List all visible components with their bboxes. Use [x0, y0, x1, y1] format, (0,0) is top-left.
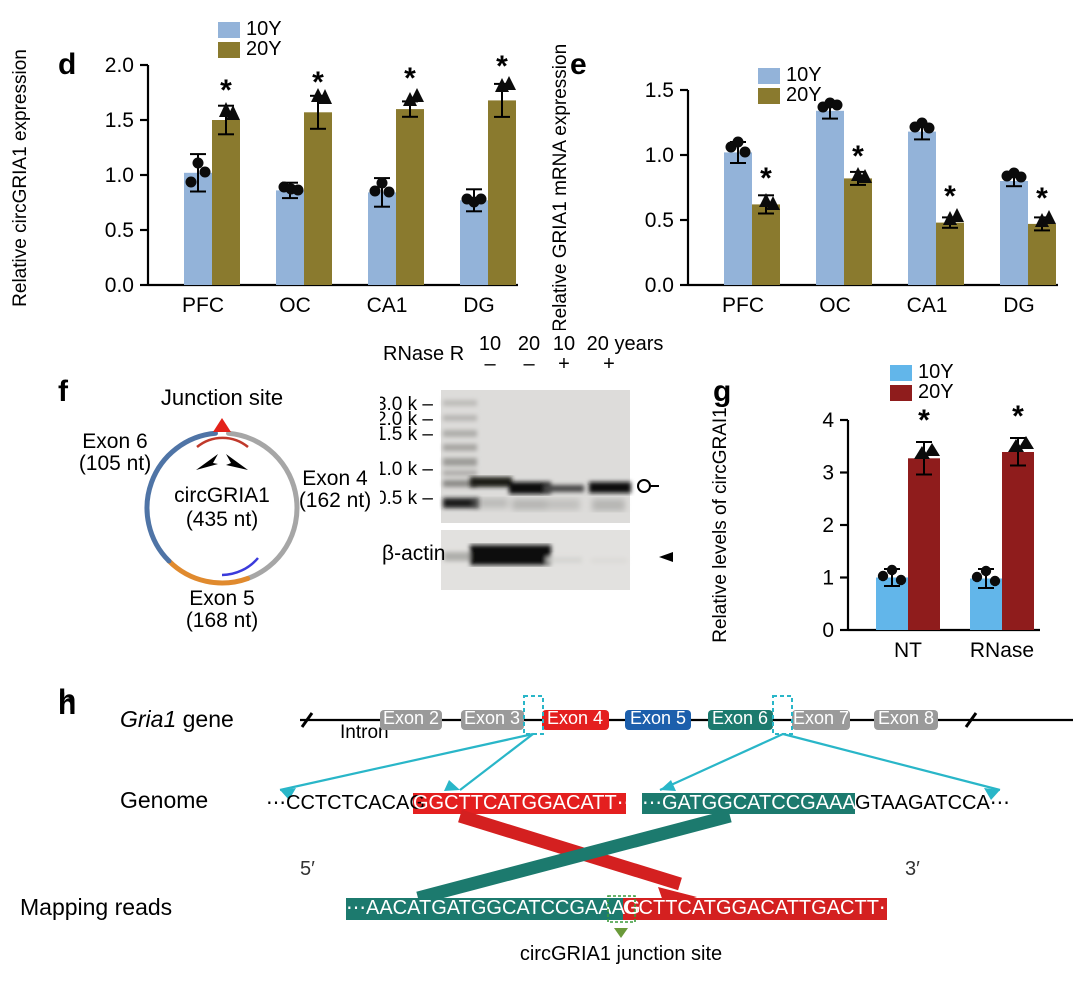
svg-text:(162 nt): (162 nt) — [299, 489, 371, 512]
svg-text:2.0: 2.0 — [105, 54, 134, 77]
svg-text:Exon 7: Exon 7 — [793, 708, 849, 728]
svg-text:–: – — [484, 353, 496, 375]
svg-text:3′: 3′ — [905, 858, 920, 880]
svg-text:10: 10 — [553, 333, 575, 355]
svg-text:Gria1 gene: Gria1 gene — [120, 706, 234, 732]
svg-text:0.5: 0.5 — [645, 209, 674, 232]
svg-text:4: 4 — [822, 409, 834, 432]
svg-text:DG: DG — [463, 294, 495, 317]
svg-text:(105 nt): (105 nt) — [79, 452, 151, 475]
svg-text:10Y: 10Y — [918, 361, 954, 383]
svg-text:1: 1 — [822, 567, 834, 590]
svg-text:10Y: 10Y — [786, 64, 822, 86]
svg-text:Exon 6: Exon 6 — [712, 708, 768, 728]
svg-text:Mapping reads: Mapping reads — [20, 894, 172, 920]
svg-text:⋯CCTCTCACAG: ⋯CCTCTCACAG — [266, 792, 425, 814]
svg-text:1.5: 1.5 — [105, 109, 134, 132]
svg-text:(435 nt): (435 nt) — [186, 508, 258, 531]
svg-text:*: * — [944, 180, 956, 213]
svg-text:Exon 3: Exon 3 — [464, 708, 520, 728]
svg-text:Exon 5: Exon 5 — [189, 587, 254, 610]
svg-text:0.5 k –: 0.5 k – — [380, 488, 433, 509]
svg-text:5′: 5′ — [300, 858, 315, 880]
svg-text:CA1: CA1 — [907, 294, 948, 317]
svg-text:PFC: PFC — [182, 294, 224, 317]
svg-text:RNase R: RNase R — [383, 343, 464, 365]
svg-text:Exon 4: Exon 4 — [302, 467, 368, 490]
svg-text:+: + — [558, 353, 570, 375]
svg-text:Relative GRIA1 mRNA expression: Relative GRIA1 mRNA expression — [550, 44, 571, 330]
svg-text:1.5 k –: 1.5 k – — [380, 424, 433, 445]
svg-text:⋯AACATGATGGCATCCGAAAG: ⋯AACATGATGGCATCCGAAAG — [346, 897, 640, 919]
svg-text:1.5: 1.5 — [645, 79, 674, 102]
svg-text:Genome: Genome — [120, 787, 208, 813]
svg-text:20: 20 — [518, 333, 540, 355]
svg-text:+: + — [603, 353, 615, 375]
svg-text:Exon 4: Exon 4 — [547, 708, 603, 728]
svg-text:GGCTTCATGGACATT⋯: GGCTTCATGGACATT⋯ — [413, 792, 637, 814]
svg-text:*: * — [852, 140, 864, 173]
svg-text:PFC: PFC — [722, 294, 764, 317]
svg-text:Junction site: Junction site — [161, 385, 283, 410]
svg-text:NT: NT — [894, 639, 922, 662]
svg-text:*: * — [1036, 182, 1048, 215]
svg-text:β-actin: β-actin — [382, 542, 445, 565]
svg-text:*: * — [496, 50, 508, 83]
svg-text:0.0: 0.0 — [105, 274, 134, 297]
svg-text:*: * — [760, 162, 772, 195]
svg-text:Relative circGRIA1 expression: Relative circGRIA1 expression — [10, 49, 31, 307]
svg-text:–: – — [523, 353, 535, 375]
svg-text:Relative levels of circGRAI1: Relative levels of circGRAI1 — [710, 407, 731, 642]
svg-text:20 years: 20 years — [587, 333, 664, 355]
svg-text:Exon 5: Exon 5 — [630, 708, 686, 728]
svg-text:20Y: 20Y — [246, 38, 282, 60]
svg-text:*: * — [1012, 400, 1024, 433]
svg-text:RNase: RNase — [970, 639, 1034, 662]
svg-text:Exon 6: Exon 6 — [82, 430, 147, 453]
svg-text:GCTTCATGGACATTGACTT⋯: GCTTCATGGACATTGACTT⋯ — [623, 897, 899, 919]
svg-text:10: 10 — [479, 333, 501, 355]
svg-text:CA1: CA1 — [367, 294, 408, 317]
svg-text:*: * — [918, 404, 930, 437]
svg-text:1.0: 1.0 — [105, 164, 134, 187]
svg-text:1.0: 1.0 — [645, 144, 674, 167]
svg-text:0.5: 0.5 — [105, 219, 134, 242]
svg-text:⋯GATGGCATCCGAAAG: ⋯GATGGCATCCGAAAG — [642, 792, 871, 814]
svg-text:(168 nt): (168 nt) — [186, 609, 258, 632]
svg-text:1.0 k –: 1.0 k – — [380, 459, 433, 480]
svg-text:2: 2 — [822, 514, 834, 537]
svg-text:*: * — [312, 66, 324, 99]
svg-text:10Y: 10Y — [246, 18, 282, 40]
svg-text:GTAAGATCCA⋯: GTAAGATCCA⋯ — [855, 792, 1010, 814]
svg-text:DG: DG — [1003, 294, 1035, 317]
svg-text:circGRIA1: circGRIA1 — [174, 484, 270, 507]
svg-text:h: h — [58, 684, 76, 717]
svg-text:Exon 2: Exon 2 — [383, 708, 439, 728]
svg-text:OC: OC — [819, 294, 851, 317]
svg-text:3: 3 — [822, 462, 834, 485]
svg-text:20Y: 20Y — [786, 84, 822, 106]
svg-text:circGRIA1 junction site: circGRIA1 junction site — [520, 943, 722, 965]
svg-text:0.0: 0.0 — [645, 274, 674, 297]
svg-text:20Y: 20Y — [918, 381, 954, 403]
svg-text:*: * — [220, 74, 232, 107]
svg-text:*: * — [404, 62, 416, 95]
svg-text:Exon 8: Exon 8 — [878, 708, 934, 728]
svg-text:0: 0 — [822, 619, 834, 642]
svg-text:OC: OC — [279, 294, 311, 317]
